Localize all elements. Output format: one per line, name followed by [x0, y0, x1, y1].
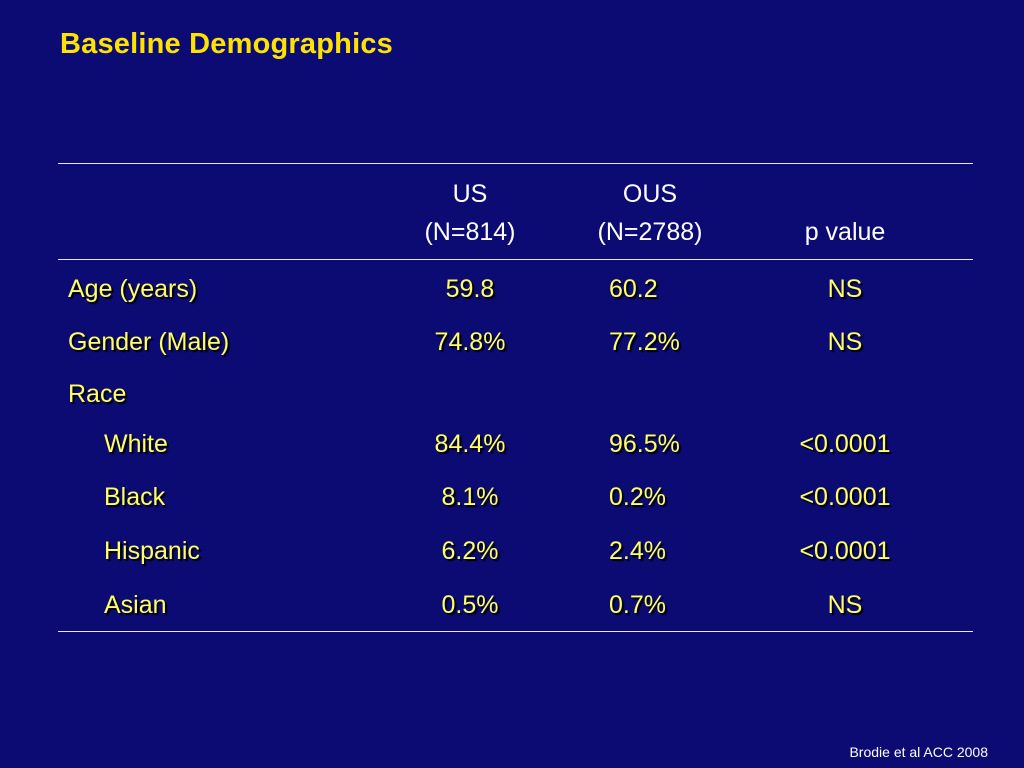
header-us: US (N=814)	[400, 175, 540, 251]
row-white-us: 84.4%	[434, 430, 506, 458]
header-ous-name: OUS	[622, 180, 678, 208]
header-p-value-label: p value	[804, 218, 886, 246]
row-label-black: Black	[104, 483, 166, 511]
row-black-p: <0.0001	[799, 483, 891, 511]
row-hispanic-p: <0.0001	[799, 537, 891, 565]
header-ous: OUS (N=2788)	[570, 175, 730, 251]
row-gender-ous: 77.2%	[609, 328, 680, 356]
row-asian-p: NS	[827, 591, 863, 619]
row-white-ous: 96.5%	[609, 430, 680, 458]
row-asian-ous: 0.7%	[609, 591, 666, 619]
row-label-hispanic: Hispanic	[104, 537, 200, 565]
row-label-gender: Gender (Male)	[68, 328, 230, 356]
header-ous-n: (N=2788)	[597, 218, 703, 246]
row-age-us: 59.8	[445, 275, 495, 303]
row-asian-us: 0.5%	[441, 591, 499, 619]
table-header-rule	[58, 259, 973, 260]
row-label-asian: Asian	[104, 591, 167, 619]
citation: Brodie et al ACC 2008	[849, 744, 988, 760]
header-us-name: US	[452, 180, 488, 208]
row-gender-us: 74.8%	[434, 328, 506, 356]
row-hispanic-us: 6.2%	[441, 537, 499, 565]
row-gender-p: NS	[827, 328, 863, 356]
table-bottom-rule	[58, 631, 973, 632]
row-age-ous: 60.2	[609, 275, 658, 303]
slide-title: Baseline Demographics	[60, 28, 393, 60]
row-label-race: Race	[68, 380, 127, 408]
header-us-n: (N=814)	[424, 218, 516, 246]
row-hispanic-ous: 2.4%	[609, 537, 666, 565]
row-black-us: 8.1%	[441, 483, 499, 511]
row-white-p: <0.0001	[799, 430, 891, 458]
row-black-ous: 0.2%	[609, 483, 666, 511]
row-age-p: NS	[827, 275, 863, 303]
row-label-white: White	[104, 430, 168, 458]
table-top-rule	[58, 163, 973, 164]
row-label-age: Age (years)	[68, 275, 198, 303]
header-p-value: p value	[775, 213, 915, 251]
